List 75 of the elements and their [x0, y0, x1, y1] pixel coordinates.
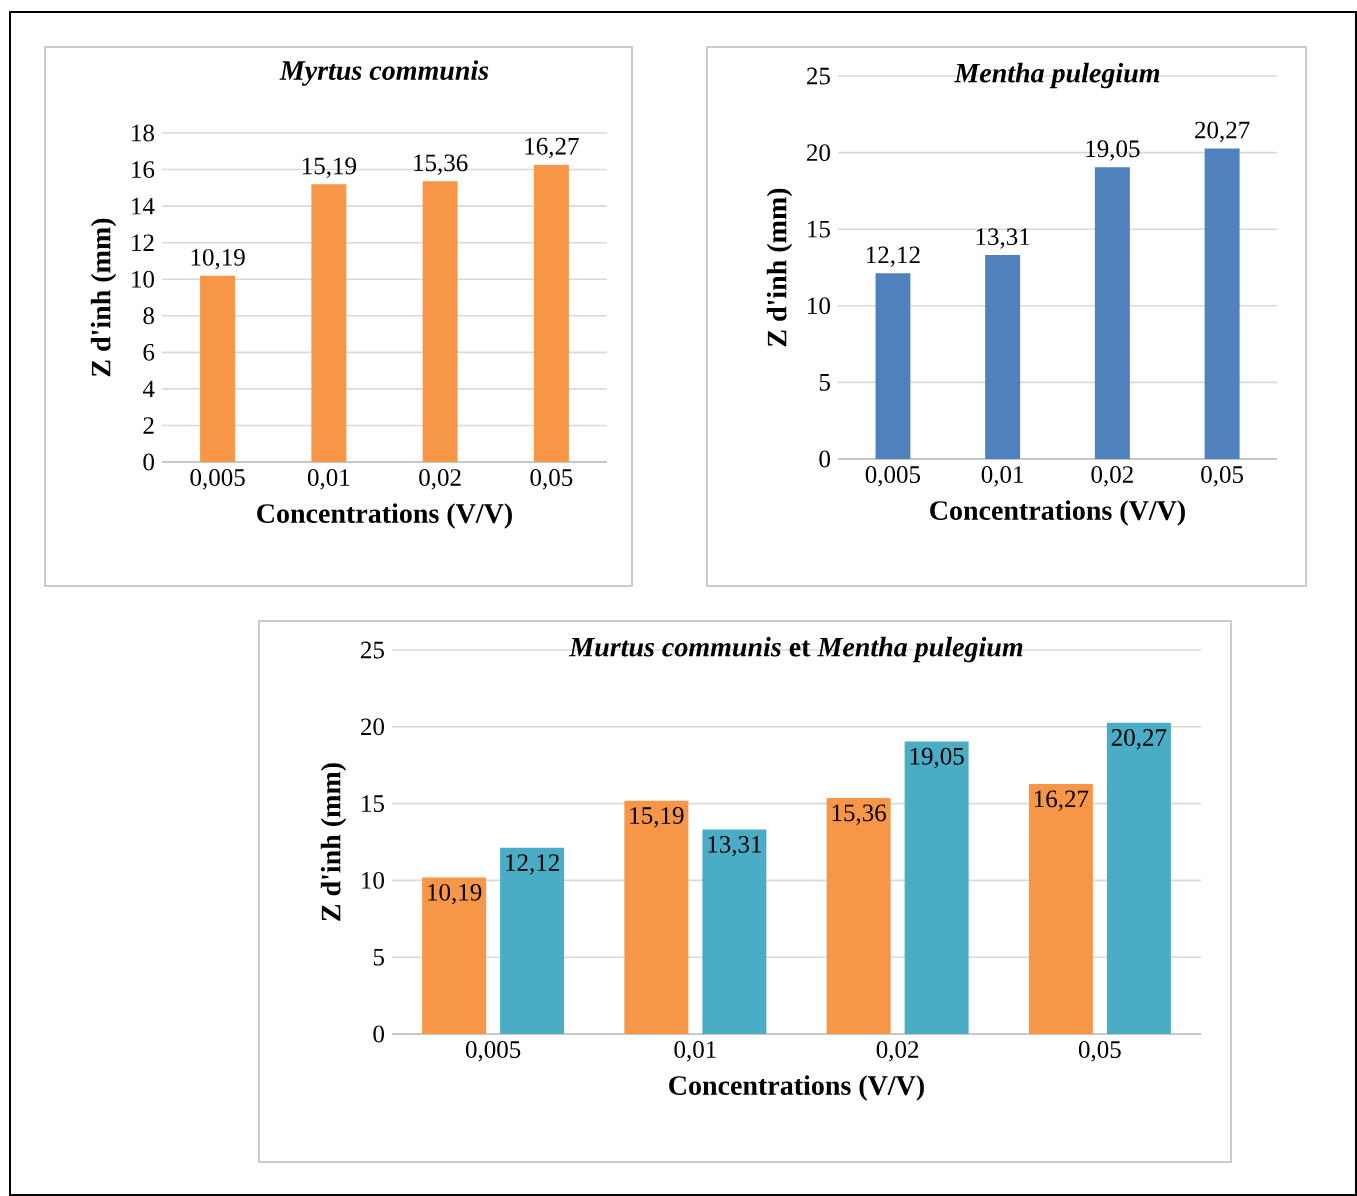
- x-tick-label: 0,01: [981, 466, 1024, 487]
- data-label: 12,12: [866, 246, 920, 267]
- data-label: 13,31: [708, 835, 762, 857]
- y-tick-label: 18: [132, 124, 154, 142]
- x-tick-label: 0,05: [530, 469, 573, 490]
- y-tick-label: 10: [808, 297, 830, 315]
- y-tick-label: 12: [132, 234, 154, 251]
- data-label: 15,19: [302, 157, 356, 178]
- y-tick-label: 5: [373, 948, 384, 966]
- bar: [1204, 148, 1240, 459]
- y-axis-title: Z d'inh (mm): [766, 188, 793, 347]
- x-tick-label: 0,05: [1201, 466, 1243, 487]
- data-label: 15,36: [414, 154, 468, 175]
- bar: [500, 847, 565, 1034]
- data-label: 20,27: [1195, 121, 1250, 143]
- y-tick-label: 25: [361, 641, 384, 659]
- bar: [311, 184, 347, 463]
- data-label: 13,31: [976, 228, 1030, 249]
- x-axis-title: Concentrations (V/V): [930, 500, 1185, 526]
- y-tick-label: 20: [807, 144, 830, 162]
- x-axis-title: Concentrations (V/V): [669, 1075, 924, 1101]
- bar: [624, 800, 689, 1034]
- bar: [1094, 167, 1130, 459]
- bar: [904, 741, 969, 1034]
- chart-title: Mentha pulegium: [954, 62, 1160, 89]
- data-label: 16,27: [525, 137, 579, 159]
- y-tick-label: 20: [361, 718, 384, 736]
- y-tick-label: 6: [143, 343, 155, 361]
- bar: [422, 877, 487, 1034]
- y-tick-label: 15: [362, 795, 384, 812]
- y-tick-label: 0: [373, 1025, 384, 1043]
- chart-title: Murtus communis et Mentha pulegium: [568, 636, 1023, 663]
- bar: [875, 273, 911, 459]
- y-axis-title: Z d'inh (mm): [320, 763, 347, 921]
- data-label: 15,36: [832, 804, 887, 825]
- data-label: 16,27: [1034, 790, 1089, 811]
- y-tick-label: 8: [143, 307, 154, 325]
- data-label: 10,19: [191, 248, 245, 270]
- x-tick-label: 0,02: [419, 469, 461, 490]
- y-tick-label: 14: [132, 197, 155, 215]
- data-label: 10,19: [428, 883, 482, 905]
- y-tick-label: 0: [143, 453, 154, 471]
- x-tick-label: 0,005: [465, 1041, 521, 1062]
- bar: [826, 798, 891, 1034]
- y-tick-label: 4: [142, 380, 155, 398]
- x-tick-label: 0,02: [876, 1041, 919, 1062]
- bar: [533, 164, 569, 463]
- x-tick-label: 0,01: [307, 469, 350, 490]
- y-tick-label: 16: [132, 161, 155, 178]
- y-tick-label: 0: [819, 450, 830, 468]
- y-tick-label: 10: [132, 270, 154, 288]
- bar: [1106, 722, 1171, 1034]
- data-label: 12,12: [506, 854, 559, 875]
- bar: [422, 181, 458, 463]
- bar: [1028, 784, 1093, 1034]
- bar: [200, 275, 236, 463]
- x-axis-title: Concentrations (V/V): [257, 503, 512, 529]
- x-tick-label: 0,05: [1078, 1041, 1121, 1062]
- bar: [702, 829, 767, 1034]
- x-tick-label: 0,005: [865, 466, 921, 487]
- x-tick-label: 0,005: [190, 469, 245, 490]
- x-tick-label: 0,01: [674, 1041, 716, 1062]
- data-label: 19,05: [910, 747, 964, 769]
- y-axis-title: Z d'inh (mm): [90, 218, 117, 377]
- data-label: 19,05: [1086, 140, 1140, 161]
- y-tick-label: 15: [808, 220, 830, 238]
- y-tick-label: 5: [819, 374, 830, 391]
- data-label: 15,19: [630, 807, 684, 828]
- bar: [985, 255, 1021, 459]
- x-tick-label: 0,02: [1091, 466, 1133, 487]
- data-label: 20,27: [1111, 729, 1167, 750]
- chart-title: Myrtus communis: [279, 60, 489, 86]
- y-tick-label: 10: [362, 871, 384, 889]
- y-tick-label: 2: [143, 417, 154, 434]
- y-tick-label: 25: [807, 67, 830, 85]
